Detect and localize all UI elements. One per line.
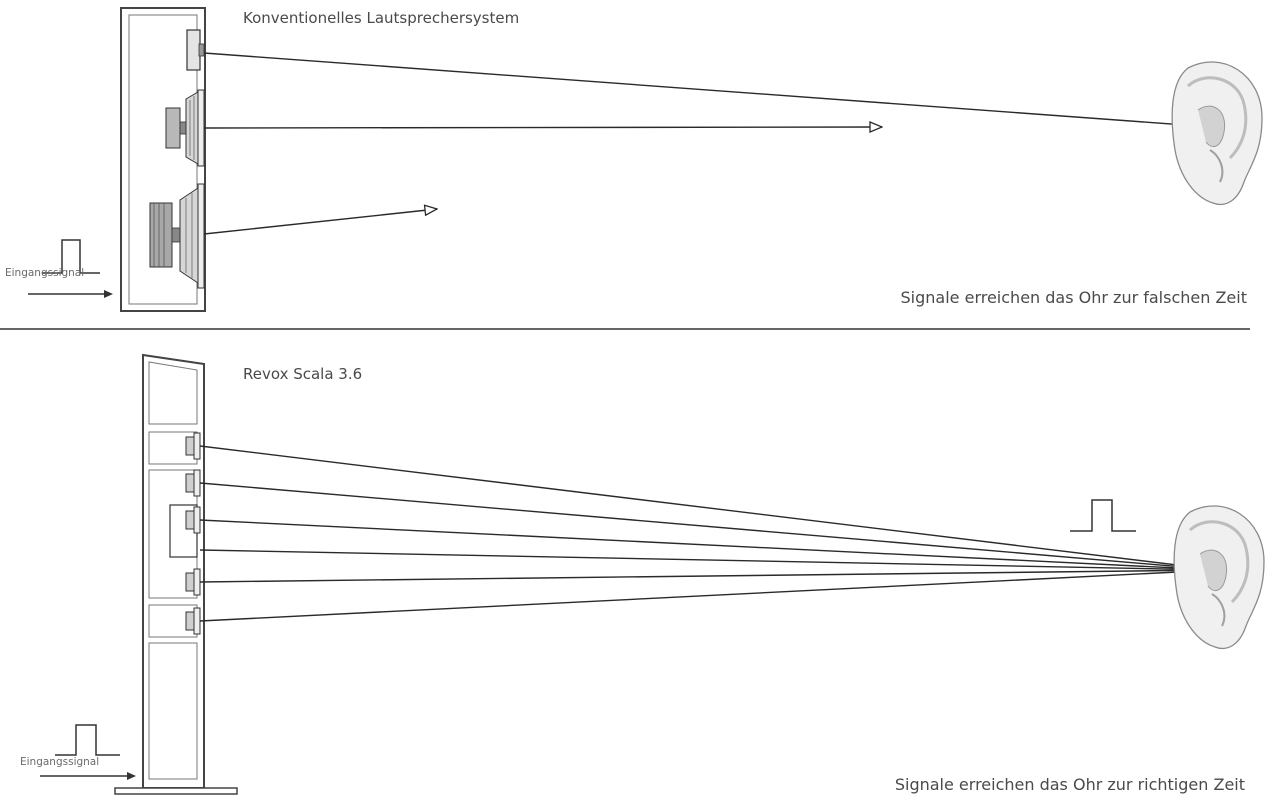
conventional-caption: Signale erreichen das Ohr zur falschen Z… [900, 288, 1247, 307]
pulse-signal-icon [55, 724, 120, 756]
tweeter-icon [185, 506, 201, 534]
midrange-signal-ray [203, 127, 882, 128]
tweeter-icon [186, 29, 205, 71]
scala-input-label: Eingangssignal [20, 756, 100, 768]
ear-icon [1171, 61, 1263, 206]
tweeter-icon [185, 469, 201, 497]
ear-icon [1173, 505, 1265, 650]
scala-title: Revox Scala 3.6 [243, 365, 363, 383]
pulse-signal-icon [1070, 499, 1136, 532]
tweeter-icon [185, 568, 201, 596]
converging-signal-rays [199, 445, 1219, 622]
scala-caption: Signale erreichen das Ohr zur richtigen … [894, 775, 1245, 794]
tweeter-signal-ray [203, 52, 1212, 127]
woofer-icon [149, 183, 205, 289]
scala-speaker-cabinet [114, 353, 238, 795]
woofer-signal-ray [203, 209, 437, 235]
pulse-signal-icon [42, 239, 100, 274]
conventional-input-label: Eingangssignal [5, 267, 85, 279]
conventional-title: Konventionelles Lautsprechersystem [243, 9, 520, 27]
tweeter-icon [185, 607, 201, 635]
tweeter-icon [185, 432, 201, 460]
scala-drivers [185, 432, 201, 635]
